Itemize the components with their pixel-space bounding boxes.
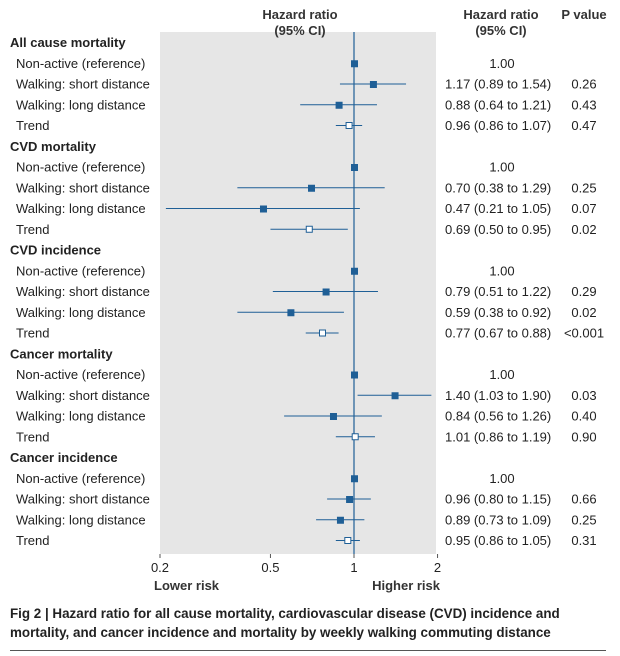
- row-label: Trend: [16, 326, 49, 341]
- row-label: Trend: [16, 533, 49, 548]
- hr-ci-value: 0.79 (0.51 to 1.22): [445, 284, 551, 299]
- point-estimate: [391, 392, 399, 400]
- p-value: 0.07: [571, 201, 596, 216]
- p-value: 0.25: [571, 512, 596, 527]
- point-estimate: [351, 475, 358, 483]
- point-estimate: [351, 164, 358, 171]
- p-value: 0.43: [571, 97, 596, 112]
- p-value: 0.29: [571, 284, 596, 299]
- row-label: Walking: long distance: [16, 97, 146, 112]
- row-label: Walking: short distance: [16, 77, 150, 92]
- row-label: Trend: [16, 118, 49, 133]
- figure-caption: Fig 2 | Hazard ratio for all cause morta…: [10, 606, 560, 640]
- p-value: 0.25: [571, 180, 596, 195]
- hr-ci-value: 1.17 (0.89 to 1.54): [445, 77, 551, 92]
- row-label: Non-active (reference): [16, 367, 145, 382]
- p-value: <0.001: [564, 326, 604, 341]
- p-value-header: P value: [561, 7, 606, 22]
- p-value: 0.40: [571, 409, 596, 424]
- table-header-line2: (95% CI): [475, 23, 526, 38]
- row-label: Walking: long distance: [16, 512, 146, 527]
- hr-ci-value: 1.40 (1.03 to 1.90): [445, 388, 551, 403]
- point-estimate: [351, 371, 358, 379]
- row-label: Walking: short distance: [16, 180, 150, 195]
- hr-ci-value: 1.00: [489, 56, 514, 71]
- row-label: Walking: short distance: [16, 284, 150, 299]
- row-label: Non-active (reference): [16, 160, 145, 175]
- row-label: Trend: [16, 222, 49, 237]
- row-label: Trend: [16, 429, 49, 444]
- point-estimate-open: [305, 225, 313, 233]
- forest-plot: All cause mortality Non-active (reference…: [10, 7, 607, 593]
- point-estimate: [351, 267, 358, 275]
- hr-ci-value: 0.96 (0.86 to 1.07): [445, 118, 551, 133]
- p-value: 0.02: [571, 222, 596, 237]
- point-estimate: [335, 101, 343, 109]
- x-tick-label: 1: [350, 560, 357, 575]
- hr-ci-value: 0.95 (0.86 to 1.05): [445, 533, 551, 548]
- row-label: Walking: long distance: [16, 409, 146, 424]
- point-estimate: [308, 184, 316, 192]
- group-title: All cause mortality: [10, 35, 126, 50]
- hr-ci-value: 1.00: [489, 160, 514, 175]
- hr-ci-value: 0.59 (0.38 to 0.92): [445, 305, 551, 320]
- p-value: 0.90: [571, 429, 596, 444]
- point-estimate: [369, 81, 377, 88]
- p-value: 0.03: [571, 388, 596, 403]
- p-value: 0.47: [571, 118, 596, 133]
- row-label: Non-active (reference): [16, 56, 145, 71]
- hr-ci-value: 1.01 (0.86 to 1.19): [445, 429, 551, 444]
- hr-ci-value: 1.00: [489, 471, 514, 486]
- row-label: Non-active (reference): [16, 263, 145, 278]
- x-tick-label: 0.5: [261, 560, 279, 575]
- p-value: 0.31: [571, 533, 596, 548]
- row-label: Walking: short distance: [16, 388, 150, 403]
- row-label: Walking: long distance: [16, 305, 146, 320]
- table-header-line1: Hazard ratio: [463, 7, 538, 22]
- x-tick-label: 2: [434, 560, 441, 575]
- point-estimate: [259, 205, 267, 213]
- group-title: CVD incidence: [10, 243, 101, 258]
- row-label: Walking: short distance: [16, 492, 150, 507]
- point-estimate: [329, 413, 337, 420]
- hr-ci-value: 0.89 (0.73 to 1.09): [445, 512, 551, 527]
- point-estimate: [287, 309, 295, 317]
- plot-panel: [160, 32, 436, 554]
- hr-ci-value: 0.88 (0.64 to 1.21): [445, 97, 551, 112]
- group-title: CVD mortality: [10, 139, 97, 154]
- group-title: Cancer incidence: [10, 450, 118, 465]
- hr-ci-value: 0.70 (0.38 to 1.29): [445, 180, 551, 195]
- hr-ci-value: 0.96 (0.80 to 1.15): [445, 492, 551, 507]
- point-estimate: [351, 60, 358, 68]
- point-estimate-open: [344, 537, 352, 544]
- hr-ci-value: 0.77 (0.67 to 0.88): [445, 326, 551, 341]
- row-label: Walking: long distance: [16, 201, 146, 216]
- hr-ci-value: 0.69 (0.50 to 0.95): [445, 222, 551, 237]
- x-label-lower-risk: Lower risk: [154, 578, 220, 593]
- hr-ci-value: 0.84 (0.56 to 1.26): [445, 409, 551, 424]
- hr-ci-value: 1.00: [489, 367, 514, 382]
- point-estimate-open: [345, 122, 353, 129]
- row-label: Non-active (reference): [16, 471, 145, 486]
- point-estimate-open: [351, 433, 359, 441]
- plot-header-line2: (95% CI): [274, 23, 325, 38]
- x-tick-label: 0.2: [151, 560, 169, 575]
- p-value: 0.26: [571, 77, 596, 92]
- hr-ci-value: 1.00: [489, 263, 514, 278]
- p-value: 0.66: [571, 492, 596, 507]
- hr-ci-value: 0.47 (0.21 to 1.05): [445, 201, 551, 216]
- x-label-higher-risk: Higher risk: [372, 578, 441, 593]
- group-title: Cancer mortality: [10, 346, 113, 361]
- point-estimate: [336, 516, 344, 524]
- point-estimate: [322, 288, 330, 296]
- p-value: 0.02: [571, 305, 596, 320]
- point-estimate-open: [318, 329, 326, 337]
- plot-header-line1: Hazard ratio: [262, 7, 337, 22]
- caption-rule: [10, 650, 606, 651]
- point-estimate: [346, 496, 354, 503]
